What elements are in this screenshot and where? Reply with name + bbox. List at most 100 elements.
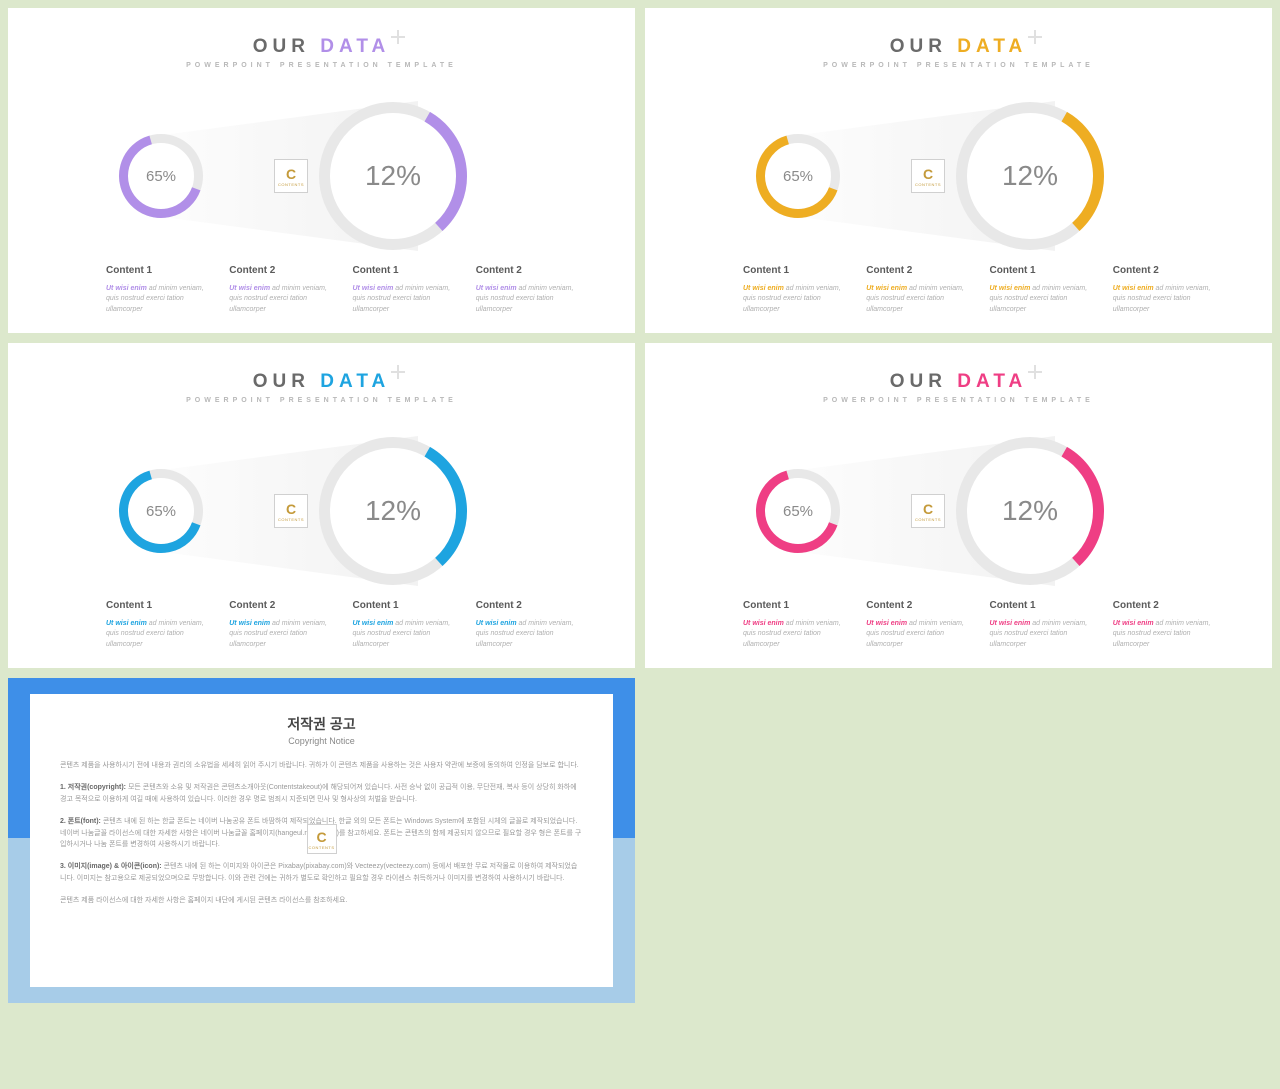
title-word1: OUR	[890, 36, 947, 57]
title-word1: OUR	[253, 371, 310, 392]
content-title: Content 1	[353, 600, 452, 611]
content-title: Content 2	[866, 600, 965, 611]
content-title: Content 2	[1113, 600, 1212, 611]
content-title: Content 2	[1113, 265, 1212, 276]
plus-icon	[391, 365, 405, 379]
content-col: Content 2 Ut wisi enim ad minim veniam, q…	[866, 265, 965, 316]
title-word2: DATA	[957, 371, 1027, 392]
content-col: Content 1 Ut wisi enim ad minim veniam, q…	[743, 600, 842, 651]
donut-large: 12%	[955, 436, 1105, 586]
content-body: Ut wisi enim ad minim veniam, quis nostr…	[743, 619, 842, 651]
donut-large-label: 12%	[318, 436, 468, 586]
donut-small: 65%	[755, 133, 841, 219]
slide-yellow: OUR DATA POWERPOINT PRESENTATION TEMPLAT…	[645, 8, 1272, 333]
subtitle: POWERPOINT PRESENTATION TEMPLATE	[675, 397, 1242, 404]
logo-letter: C	[316, 829, 326, 845]
chart-zone: 65% C CONTENTS 12%	[755, 101, 1085, 256]
content-title: Content 2	[866, 265, 965, 276]
content-body: Ut wisi enim ad minim veniam, quis nostr…	[353, 619, 452, 651]
donut-small-label: 65%	[755, 468, 841, 554]
logo-sub: CONTENTS	[278, 182, 304, 187]
slide-blue: OUR DATA POWERPOINT PRESENTATION TEMPLAT…	[8, 343, 635, 668]
content-body: Ut wisi enim ad minim veniam, quis nostr…	[743, 284, 842, 316]
content-body: Ut wisi enim ad minim veniam, quis nostr…	[229, 619, 328, 651]
content-title: Content 1	[990, 265, 1089, 276]
donut-large: 12%	[318, 101, 468, 251]
title-area: OUR DATA POWERPOINT PRESENTATION TEMPLAT…	[38, 36, 605, 69]
content-col: Content 2 Ut wisi enim ad minim veniam, q…	[866, 600, 965, 651]
content-title: Content 1	[106, 265, 205, 276]
content-body: Ut wisi enim ad minim veniam, quis nostr…	[990, 619, 1089, 651]
donut-small: 65%	[118, 133, 204, 219]
content-body: Ut wisi enim ad minim veniam, quis nostr…	[229, 284, 328, 316]
content-body: Ut wisi enim ad minim veniam, quis nostr…	[866, 619, 965, 651]
donut-large-label: 12%	[955, 101, 1105, 251]
title-word2: DATA	[320, 36, 390, 57]
content-col: Content 2Ut wisi enim ad minim veniam, q…	[1113, 265, 1212, 316]
content-body: Ut wisi enim ad minim veniam, quis nostr…	[476, 284, 575, 316]
logo-sub: CONTENTS	[309, 845, 335, 850]
title-word2: DATA	[320, 371, 390, 392]
content-col: Content 1Ut wisi enim ad minim veniam, q…	[990, 600, 1089, 651]
donut-small-label: 65%	[755, 133, 841, 219]
logo-badge: C CONTENTS	[911, 159, 945, 193]
donut-small-label: 65%	[118, 133, 204, 219]
content-body: Ut wisi enim ad minim veniam, quis nostr…	[866, 284, 965, 316]
content-title: Content 2	[476, 600, 575, 611]
logo-sub: CONTENTS	[278, 517, 304, 522]
subtitle: POWERPOINT PRESENTATION TEMPLATE	[38, 397, 605, 404]
content-title: Content 1	[353, 265, 452, 276]
slide-copyright: 저작권 공고 Copyright Notice 콘텐츠 제품을 사용하시기 전에…	[8, 678, 635, 1003]
donut-large-label: 12%	[318, 101, 468, 251]
main-title: OUR DATA	[675, 371, 1242, 393]
content-col: Content 1 Ut wisi enim ad minim veniam, q…	[106, 265, 205, 316]
content-col: Content 2 Ut wisi enim ad minim veniam, q…	[1113, 600, 1212, 651]
copyright-title: 저작권 공고	[60, 714, 583, 734]
donut-large: 12%	[318, 436, 468, 586]
content-title: Content 1	[743, 600, 842, 611]
main-title: OUR DATA	[38, 36, 605, 58]
content-row: Content 1 Ut wisi enim ad minim veniam, q…	[106, 265, 575, 316]
main-title: OUR DATA	[675, 36, 1242, 58]
slide-grid: OUR DATA POWERPOINT PRESENTATION TEMPLAT…	[8, 8, 1272, 1003]
plus-icon	[1028, 30, 1042, 44]
chart-zone: 65% C CONTENTS 12%	[118, 436, 448, 591]
title-word1: OUR	[890, 371, 947, 392]
content-title: Content 2	[229, 600, 328, 611]
plus-icon	[391, 30, 405, 44]
logo-sub: CONTENTS	[915, 517, 941, 522]
subtitle: POWERPOINT PRESENTATION TEMPLATE	[38, 62, 605, 69]
content-col: Content 2Ut wisi enim ad minim veniam, q…	[476, 600, 575, 651]
slide-purple: OUR DATA POWERPOINT PRESENTATION TEMPLAT…	[8, 8, 635, 333]
content-col: Content 1Ut wisi enim ad minim veniam, q…	[990, 265, 1089, 316]
content-row: Content 1 Ut wisi enim ad minim veniam, q…	[743, 265, 1212, 316]
content-col: Content 2 Ut wisi enim ad minim veniam, q…	[229, 600, 328, 651]
chart-zone: 65% C CONTENTS 12%	[755, 436, 1085, 591]
copyright-p2-body: 모든 콘텐츠와 소유 및 저작권은 콘텐츠소개아웃(Contentstakeou…	[60, 784, 577, 803]
content-col: Content 2Ut wisi enim ad minim veniam, q…	[229, 265, 328, 316]
copyright-p2-label: 1. 저작권(copyright):	[60, 784, 126, 791]
copyright-panel: 저작권 공고 Copyright Notice 콘텐츠 제품을 사용하시기 전에…	[30, 694, 613, 987]
donut-small: 65%	[118, 468, 204, 554]
copyright-p3-label: 2. 폰트(font):	[60, 818, 101, 825]
copyright-p4-label: 3. 이미지(image) & 아이콘(icon):	[60, 863, 162, 870]
copyright-subtitle: Copyright Notice	[60, 736, 583, 746]
content-body: Ut wisi enim ad minim veniam, quis nostr…	[1113, 619, 1212, 651]
slide-pink: OUR DATA POWERPOINT PRESENTATION TEMPLAT…	[645, 343, 1272, 668]
title-word1: OUR	[253, 36, 310, 57]
logo-letter: C	[923, 501, 933, 517]
title-area: OUR DATA POWERPOINT PRESENTATION TEMPLAT…	[38, 371, 605, 404]
content-title: Content 2	[476, 265, 575, 276]
content-col: Content 1Ut wisi enim ad minim veniam, q…	[743, 265, 842, 316]
content-row: Content 1 Ut wisi enim ad minim veniam, q…	[106, 600, 575, 651]
title-area: OUR DATA POWERPOINT PRESENTATION TEMPLAT…	[675, 371, 1242, 404]
content-body: Ut wisi enim ad minim veniam, quis nostr…	[106, 284, 205, 316]
logo-badge: C CONTENTS	[911, 494, 945, 528]
subtitle: POWERPOINT PRESENTATION TEMPLATE	[675, 62, 1242, 69]
content-col: Content 1 Ut wisi enim ad minim veniam, q…	[353, 265, 452, 316]
logo-badge: C CONTENTS	[274, 159, 308, 193]
content-body: Ut wisi enim ad minim veniam, quis nostr…	[353, 284, 452, 316]
copyright-p2: 1. 저작권(copyright): 모든 콘텐츠와 소유 및 저작권은 콘텐츠…	[60, 782, 583, 806]
content-body: Ut wisi enim ad minim veniam, quis nostr…	[106, 619, 205, 651]
copyright-p1: 콘텐츠 제품을 사용하시기 전에 내용과 권리의 소유법을 세세히 읽어 주시기…	[60, 760, 583, 772]
